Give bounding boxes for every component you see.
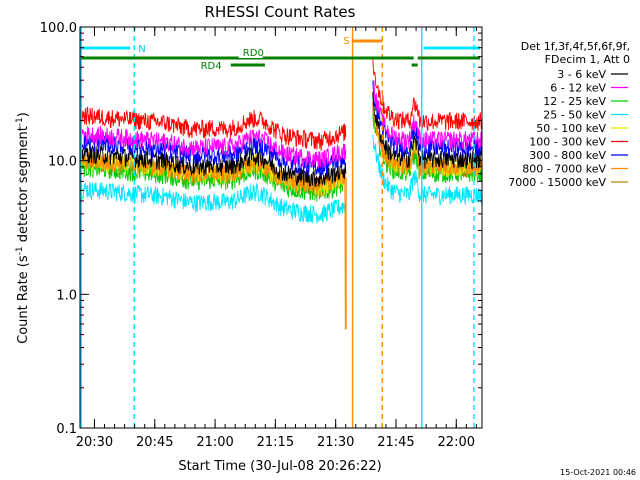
x-axis-label: Start Time (30-Jul-08 20:26:22) <box>178 459 381 474</box>
x-tick-label: 22:00 <box>438 435 475 450</box>
series-line-3-6kev-b <box>372 92 482 170</box>
legend-entry-label: 300 - 800 keV <box>529 149 606 162</box>
flag-label-rd0: RD0 <box>243 48 264 59</box>
legend-entry-label: 50 - 100 keV <box>536 122 606 135</box>
x-tick-label: 20:45 <box>136 435 173 450</box>
series-line-6-12kev-b <box>372 79 482 150</box>
legend-entry-label: 100 - 300 keV <box>529 136 606 149</box>
series-line-100-300kev-b <box>372 58 482 131</box>
flag-label-rd4: RD4 <box>201 61 222 72</box>
series-line-25-50kev-b <box>372 134 482 206</box>
timestamp: 15-Oct-2021 00:46 <box>560 468 636 477</box>
x-tick-label: 20:30 <box>76 435 113 450</box>
series-line-12-25kev-a <box>80 159 347 202</box>
legend-entry-label: 12 - 25 keV <box>543 95 606 108</box>
series-line-6-12kev-a <box>80 125 347 169</box>
series-line-25-50kev-a <box>80 181 347 224</box>
legend-header-line-1: Det 1f,3f,4f,5f,6f,9f, <box>521 40 630 53</box>
x-tick-label: 21:45 <box>377 435 414 450</box>
x-tick-label: 21:15 <box>257 435 294 450</box>
flag-label-s: S <box>343 36 349 47</box>
x-tick-label: 21:00 <box>196 435 233 450</box>
y-tick-label: 100.0 <box>40 21 77 36</box>
y-tick-label: 1.0 <box>56 288 77 303</box>
series-line-300-800kev-b <box>372 80 482 159</box>
plot-frame <box>79 26 483 429</box>
legend-entry-label: 7000 - 15000 keV <box>508 176 606 189</box>
series-line-800-7000kev-a <box>80 151 346 330</box>
legend: Det 1f,3f,4f,5f,6f,9f, FDecim 1, Att 0 3… <box>508 40 630 189</box>
x-tick-label: 21:30 <box>317 435 354 450</box>
legend-entry-label: 6 - 12 keV <box>550 82 606 95</box>
series-line-100-300kev-a <box>80 106 347 151</box>
legend-entry-label: 800 - 7000 keV <box>522 163 606 176</box>
rd0-label-bg <box>238 47 263 58</box>
legend-entry-label: 3 - 6 keV <box>557 68 606 81</box>
flag-label-n: N <box>138 44 145 55</box>
legend-entry-label: 25 - 50 keV <box>543 109 606 122</box>
y-tick-label: 0.1 <box>56 422 77 437</box>
chart-title: RHESSI Count Rates <box>205 3 356 21</box>
legend-header-line-2: FDecim 1, Att 0 <box>545 53 630 66</box>
y-tick-label: 10.0 <box>48 155 77 170</box>
y-axis-label: Count Rate (s-1 detector segment-1) <box>15 112 31 344</box>
